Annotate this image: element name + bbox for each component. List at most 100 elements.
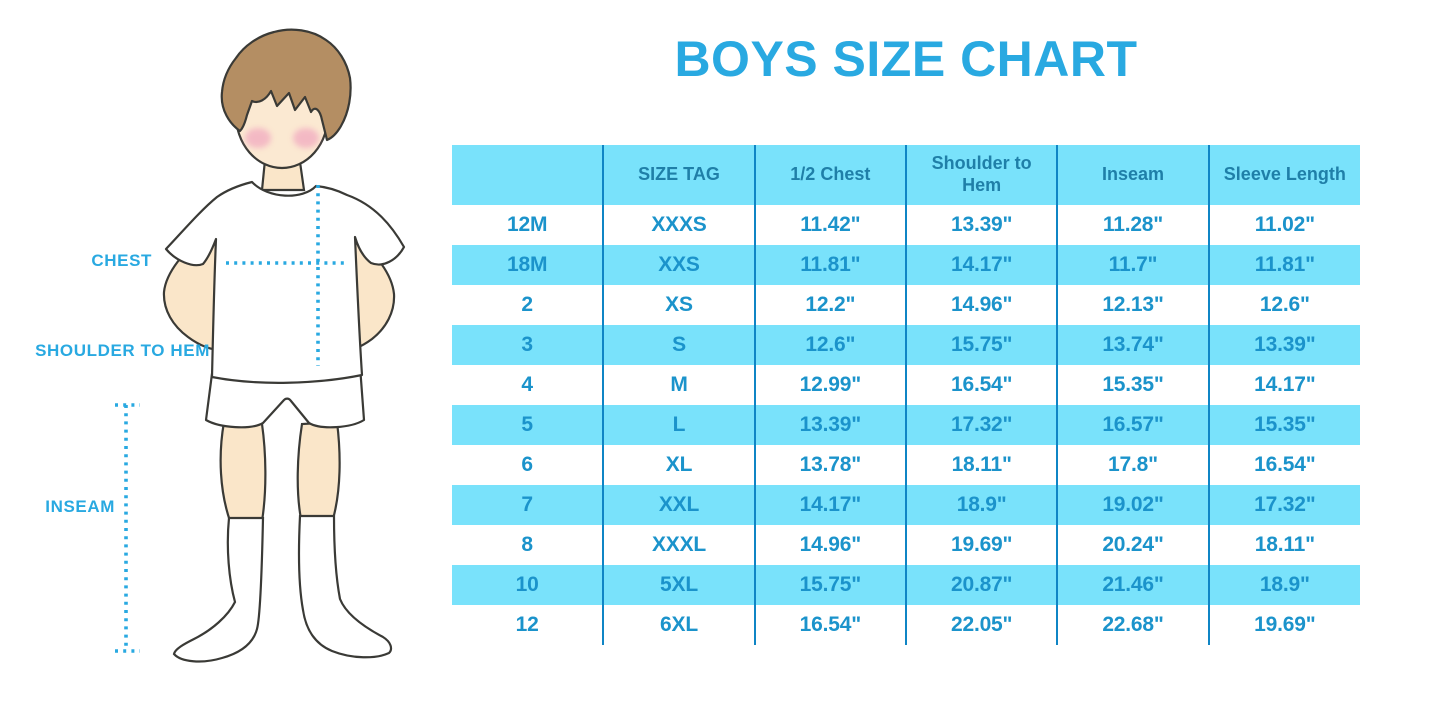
table-row-size-6: 6 XL 13.78" 18.11" 17.8" 16.54": [452, 445, 1360, 485]
size-row-label: 7: [521, 493, 533, 516]
measurement-cell: 14.17": [904, 245, 1058, 285]
table-row-size-10: 10 5XL 15.75" 20.87" 21.46" 18.9": [452, 565, 1360, 605]
size-row-label: 18M: [507, 253, 548, 276]
table-row-size-8: 8 XXXL 14.96" 19.69" 20.24" 18.11": [452, 525, 1360, 565]
tshirt-shape: [164, 180, 406, 384]
size-row-label: 5: [521, 413, 533, 436]
measurement-cell: 22.05": [904, 605, 1058, 645]
measurement-cell: 14.17": [1207, 365, 1360, 405]
measurement-cell: 12.13": [1056, 285, 1209, 325]
measurement-cell: 21.46": [1056, 565, 1209, 605]
table-body: 12M XXXS 11.42" 13.39" 11.28" 11.02" 18M XXS 11.…: [452, 205, 1360, 645]
measurement-cell: 16.54": [753, 605, 906, 645]
measurement-cell: 17.8": [1056, 445, 1209, 485]
measurement-cell: 13.78": [753, 445, 906, 485]
left-arm-shape: [162, 233, 230, 352]
measurement-cell: 11.42": [753, 205, 906, 245]
size-row-label: 10: [515, 573, 539, 596]
size-row-label: 6: [521, 453, 533, 476]
measurement-cell: 11.7": [1056, 245, 1209, 285]
size-row-label: 12M: [507, 213, 548, 236]
page-title: BOYS SIZE CHART: [674, 31, 1138, 87]
measurement-cell: XXS: [602, 245, 755, 285]
measurement-cell: 20.87": [904, 565, 1058, 605]
table-row-size-18m: 18M XXS 11.81" 14.17" 11.7" 11.81": [452, 245, 1360, 285]
measurement-cell: 18.11": [1207, 525, 1360, 565]
size-row-label: 12: [515, 613, 539, 636]
column-header: Inseam: [1056, 145, 1209, 205]
measurement-cell: 16.54": [904, 365, 1058, 405]
measurement-cell: 17.32": [904, 405, 1058, 445]
hair-shape: [220, 28, 352, 142]
measurement-figure: CHEST SHOULDER TO HEM INSEAM: [0, 0, 460, 723]
measurement-cell: 19.69": [1207, 605, 1360, 645]
column-header: Sleeve Length: [1207, 145, 1360, 205]
measurement-cell: 13.39": [753, 405, 906, 445]
left-cheek: [245, 128, 271, 148]
measurement-cell: XS: [602, 285, 755, 325]
table-row-size-12: 12 6XL 16.54" 22.05" 22.68" 19.69": [452, 605, 1360, 645]
measurement-cell: 13.39": [1207, 325, 1360, 365]
measurement-cell: 18.9": [904, 485, 1058, 525]
size-row-label: 3: [521, 333, 533, 356]
boy-illustration: [115, 28, 406, 663]
column-header: SIZE TAG: [602, 145, 755, 205]
right-leg-shape: [296, 420, 341, 521]
measurement-cell: 12.99": [753, 365, 906, 405]
measurement-cell: 15.75": [904, 325, 1058, 365]
table-row-size-2: 2 XS 12.2" 14.96" 12.13" 12.6": [452, 285, 1360, 325]
measurement-cell: 12.6": [1207, 285, 1360, 325]
measurement-cell: 11.81": [753, 245, 906, 285]
measurement-cell: XXXS: [602, 205, 755, 245]
column-header: 1/2 Chest: [753, 145, 906, 205]
shoulder-to-hem-label: SHOULDER TO HEM: [35, 341, 210, 360]
size-row-label: 8: [521, 533, 533, 556]
measurement-cell: 20.24": [1056, 525, 1209, 565]
measurement-cell: 14.96": [753, 525, 906, 565]
measurement-cell: 11.28": [1056, 205, 1209, 245]
measurement-cell: 22.68": [1056, 605, 1209, 645]
measurement-cell: L: [602, 405, 755, 445]
corner-header-cell: [452, 145, 604, 205]
measurement-cell: XXXL: [602, 525, 755, 565]
measurement-cell: 6XL: [602, 605, 755, 645]
table-row-size-5: 5 L 13.39" 17.32" 16.57" 15.35": [452, 405, 1360, 445]
measurement-cell: 16.57": [1056, 405, 1209, 445]
measurement-cell: 14.17": [753, 485, 906, 525]
size-chart-table: SIZE TAG 1/2 Chest Shoulder to Hem Inseam Sl…: [452, 145, 1360, 645]
measurement-cell: 13.74": [1056, 325, 1209, 365]
measurement-cell: 16.54": [1207, 445, 1360, 485]
measurement-cell: S: [602, 325, 755, 365]
right-cheek: [293, 128, 319, 148]
header-row: SIZE TAG 1/2 Chest Shoulder to Hem Inseam Sl…: [452, 145, 1360, 205]
measurement-cell: 15.75": [753, 565, 906, 605]
measurement-cell: M: [602, 365, 755, 405]
table-header: SIZE TAG 1/2 Chest Shoulder to Hem Inseam Sl…: [452, 145, 1360, 205]
measurement-cell: 5XL: [602, 565, 755, 605]
measurement-cell: XL: [602, 445, 755, 485]
measurement-cell: 11.81": [1207, 245, 1360, 285]
table-row-size-12m: 12M XXXS 11.42" 13.39" 11.28" 11.02": [452, 205, 1360, 245]
right-sock-shape: [297, 514, 393, 659]
left-sock-shape: [172, 516, 265, 663]
inseam-label: INSEAM: [45, 497, 115, 516]
measurement-cell: 19.69": [904, 525, 1058, 565]
measurement-cell: 18.9": [1207, 565, 1360, 605]
measurement-cell: 14.96": [904, 285, 1058, 325]
measurement-cell: 17.32": [1207, 485, 1360, 525]
size-row-label: 2: [521, 293, 533, 316]
chest-label: CHEST: [91, 251, 152, 270]
column-header: Shoulder to Hem: [904, 145, 1058, 205]
measurement-cell: XXL: [602, 485, 755, 525]
measurement-cell: 19.02": [1056, 485, 1209, 525]
measurement-cell: 15.35": [1207, 405, 1360, 445]
measurement-cell: 11.02": [1207, 205, 1360, 245]
measurement-cell: 15.35": [1056, 365, 1209, 405]
measurement-cell: 12.6": [753, 325, 906, 365]
table-row-size-4: 4 M 12.99" 16.54" 15.35" 14.17": [452, 365, 1360, 405]
measurement-cell: 18.11": [904, 445, 1058, 485]
measurement-cell: 13.39": [904, 205, 1058, 245]
size-row-label: 4: [521, 373, 533, 396]
left-leg-shape: [219, 420, 267, 523]
